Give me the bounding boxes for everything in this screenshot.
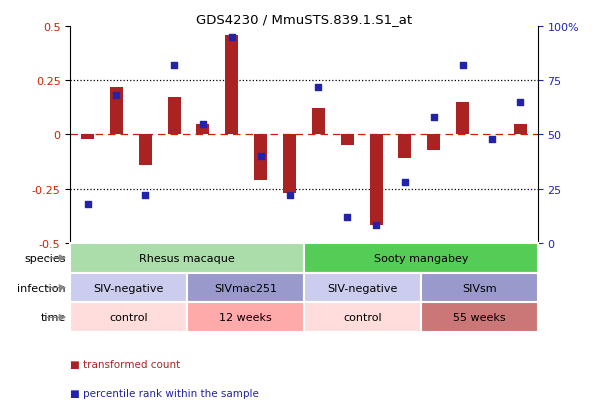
Bar bbox=[139, 135, 152, 165]
Text: control: control bbox=[109, 313, 148, 323]
Bar bbox=[398, 135, 411, 159]
Bar bbox=[187, 303, 304, 332]
Bar bbox=[283, 135, 296, 193]
Bar bbox=[427, 135, 441, 150]
Point bbox=[342, 214, 352, 221]
Text: infection: infection bbox=[17, 283, 65, 293]
Text: Rhesus macaque: Rhesus macaque bbox=[139, 253, 235, 263]
Point bbox=[313, 84, 323, 91]
Bar bbox=[304, 273, 421, 303]
Bar bbox=[187, 273, 304, 303]
Point bbox=[198, 121, 208, 128]
Text: 12 weeks: 12 weeks bbox=[219, 313, 272, 323]
Text: 55 weeks: 55 weeks bbox=[453, 313, 505, 323]
Bar bbox=[304, 243, 538, 273]
Text: ■ percentile rank within the sample: ■ percentile rank within the sample bbox=[70, 389, 259, 399]
Point bbox=[371, 223, 381, 229]
Bar bbox=[254, 135, 267, 180]
Point bbox=[169, 62, 179, 69]
Text: SIVsm: SIVsm bbox=[462, 283, 497, 293]
Text: Sooty mangabey: Sooty mangabey bbox=[373, 253, 468, 263]
Bar bbox=[341, 135, 354, 146]
Text: SIV-negative: SIV-negative bbox=[93, 283, 164, 293]
Bar bbox=[421, 303, 538, 332]
Bar bbox=[370, 135, 382, 226]
Point bbox=[112, 93, 122, 100]
Point bbox=[141, 192, 150, 199]
Point bbox=[82, 201, 92, 208]
Bar bbox=[456, 102, 469, 135]
Bar bbox=[81, 135, 94, 139]
Point bbox=[458, 62, 467, 69]
Text: SIVmac251: SIVmac251 bbox=[214, 283, 277, 293]
Bar bbox=[312, 109, 325, 135]
Point bbox=[285, 192, 295, 199]
Text: control: control bbox=[343, 313, 382, 323]
Bar bbox=[197, 124, 210, 135]
Bar bbox=[70, 303, 187, 332]
Bar bbox=[225, 36, 238, 135]
Point bbox=[227, 34, 236, 41]
Bar bbox=[421, 273, 538, 303]
Point bbox=[429, 114, 439, 121]
Bar bbox=[167, 98, 181, 135]
Bar bbox=[304, 303, 421, 332]
Bar bbox=[70, 243, 304, 273]
Point bbox=[256, 153, 266, 160]
Bar bbox=[514, 124, 527, 135]
Text: SIV-negative: SIV-negative bbox=[327, 283, 398, 293]
Point bbox=[400, 179, 410, 186]
Bar bbox=[70, 273, 187, 303]
Title: GDS4230 / MmuSTS.839.1.S1_at: GDS4230 / MmuSTS.839.1.S1_at bbox=[196, 13, 412, 26]
Point bbox=[516, 99, 525, 106]
Bar bbox=[110, 88, 123, 135]
Text: ■ transformed count: ■ transformed count bbox=[70, 360, 180, 370]
Point bbox=[486, 136, 496, 142]
Text: species: species bbox=[24, 253, 65, 263]
Text: time: time bbox=[40, 313, 65, 323]
